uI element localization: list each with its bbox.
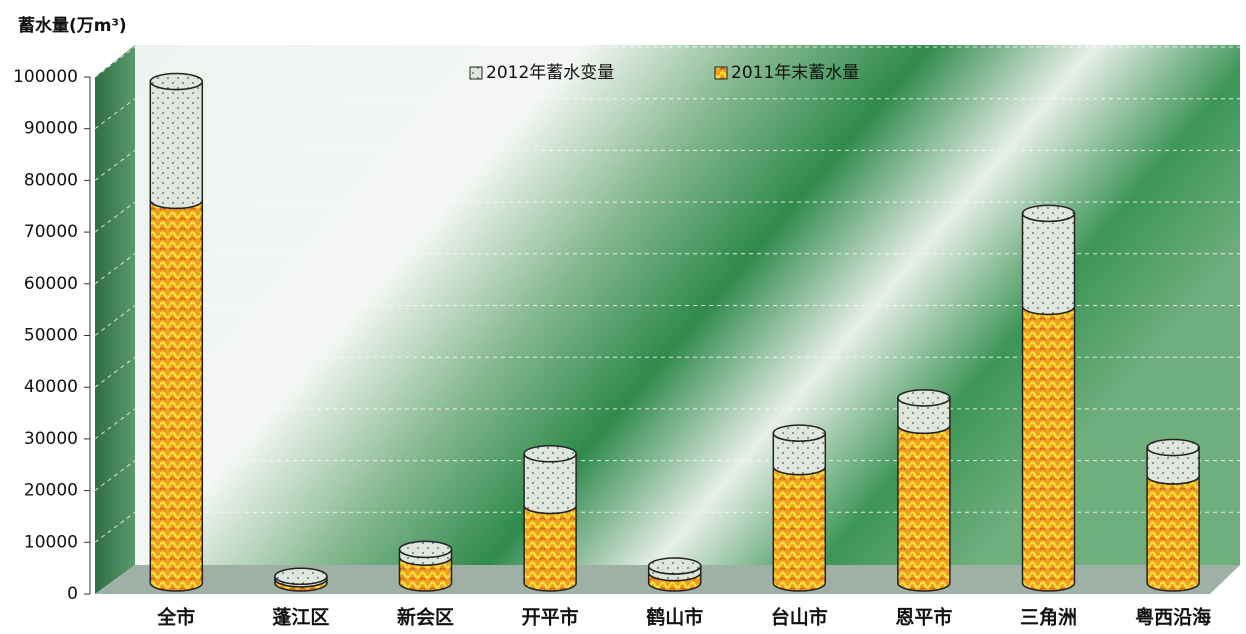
bar-segment bbox=[149, 81, 204, 210]
grid-line bbox=[94, 460, 1240, 492]
y-tick-label: 0 bbox=[67, 584, 78, 604]
y-tick-label: 70000 bbox=[24, 222, 78, 242]
bar-segment bbox=[149, 200, 204, 592]
bar-cap bbox=[523, 445, 577, 463]
y-tick-label: 90000 bbox=[24, 119, 78, 139]
grid-line bbox=[94, 201, 1240, 233]
grid-line bbox=[94, 46, 1240, 78]
legend-swatch bbox=[469, 66, 483, 80]
y-tick-label: 100000 bbox=[13, 67, 78, 87]
bar-segment bbox=[523, 453, 577, 515]
x-tick-label: 台山市 bbox=[771, 606, 828, 629]
x-tick-label: 恩平市 bbox=[895, 606, 952, 629]
y-tick-label: 60000 bbox=[24, 274, 78, 294]
side-wall bbox=[95, 45, 135, 594]
x-tick-label: 开平市 bbox=[522, 606, 579, 629]
bar-segment bbox=[1146, 475, 1200, 592]
bar-cap bbox=[274, 567, 328, 586]
x-tick-label: 粤西沿海 bbox=[1135, 606, 1211, 629]
y-tick-label: 10000 bbox=[24, 532, 78, 552]
legend-swatch bbox=[714, 66, 728, 80]
bar-cap bbox=[1146, 438, 1200, 457]
bar-cap bbox=[897, 389, 951, 407]
grid-line bbox=[94, 305, 1240, 336]
legend-label: 2012年蓄水变量 bbox=[486, 63, 614, 83]
bar-cap bbox=[149, 72, 204, 91]
y-tick-label: 30000 bbox=[24, 429, 78, 449]
x-tick-label: 鹤山市 bbox=[646, 606, 703, 629]
grid-line bbox=[94, 253, 1240, 285]
bar-segment bbox=[1021, 306, 1076, 592]
bar-segment bbox=[897, 425, 951, 592]
x-tick-label: 新会区 bbox=[397, 606, 454, 629]
x-tick-label: 蓬江区 bbox=[272, 607, 329, 629]
y-tick-label: 50000 bbox=[24, 326, 78, 346]
bar-segment bbox=[523, 505, 577, 592]
bar-cap bbox=[398, 540, 453, 559]
y-tick-label: 20000 bbox=[24, 481, 78, 501]
grid-line bbox=[94, 98, 1240, 130]
x-tick-label: 全市 bbox=[156, 606, 195, 629]
x-tick-label: 三角洲 bbox=[1020, 606, 1077, 629]
bar-cap bbox=[772, 424, 827, 442]
y-tick-label: 80000 bbox=[24, 170, 78, 190]
bar-segment bbox=[1021, 213, 1076, 316]
bar-segment bbox=[772, 466, 827, 592]
y-axis-label: 蓄水量(万m³) bbox=[18, 15, 127, 36]
grid-line bbox=[94, 149, 1240, 181]
grid-line bbox=[94, 511, 1240, 543]
bar-cap bbox=[647, 557, 702, 575]
y-tick-label: 40000 bbox=[24, 377, 78, 397]
grid-line bbox=[94, 408, 1240, 440]
legend-label: 2011年末蓄水量 bbox=[731, 63, 859, 83]
grid-line bbox=[94, 356, 1240, 388]
bar-cap bbox=[1021, 204, 1076, 223]
